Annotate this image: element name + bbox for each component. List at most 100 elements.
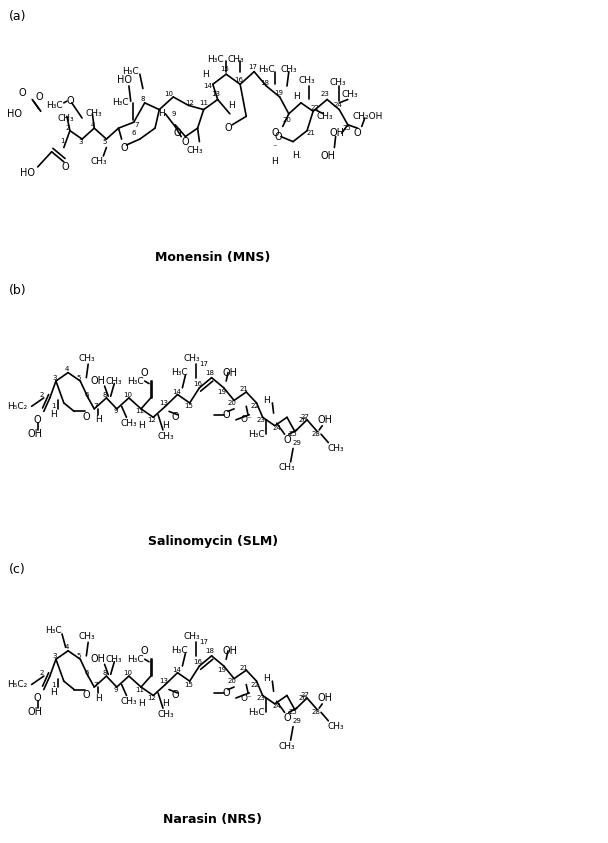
Text: O: O	[182, 137, 189, 147]
Text: 11: 11	[136, 686, 144, 693]
Text: 9: 9	[113, 686, 118, 693]
Text: 9: 9	[171, 110, 176, 117]
Text: O: O	[223, 410, 230, 420]
Text: H: H	[162, 422, 169, 430]
Text: H: H	[293, 93, 300, 101]
Text: 5: 5	[102, 138, 107, 145]
Text: 12: 12	[148, 695, 156, 701]
Text: 8: 8	[140, 96, 145, 103]
Text: 23: 23	[257, 416, 266, 423]
Text: H₃C: H₃C	[171, 368, 188, 377]
Text: OH: OH	[321, 151, 336, 161]
Text: 27: 27	[301, 414, 309, 421]
Text: H₃C: H₃C	[122, 67, 139, 76]
Text: O: O	[83, 690, 90, 701]
Text: H₅C₂: H₅C₂	[7, 680, 27, 689]
Text: 13: 13	[160, 400, 168, 406]
Text: 13: 13	[212, 91, 220, 98]
Text: 21: 21	[307, 130, 316, 137]
Text: CH₃: CH₃	[278, 464, 295, 472]
Text: 19: 19	[274, 89, 283, 96]
Text: 20: 20	[228, 678, 237, 685]
Text: 25: 25	[289, 431, 297, 438]
Text: 2: 2	[39, 391, 44, 398]
Text: H.: H.	[292, 152, 302, 160]
Text: HO: HO	[117, 75, 132, 85]
Text: O: O	[141, 368, 148, 378]
Text: 26: 26	[299, 416, 307, 423]
Text: 24: 24	[333, 102, 342, 109]
Text: 5: 5	[77, 374, 81, 381]
Text: H₃C: H₃C	[126, 377, 143, 385]
Text: 14: 14	[204, 83, 212, 89]
Text: CH₃: CH₃	[280, 65, 297, 73]
Text: H: H	[263, 674, 270, 683]
Text: 22: 22	[251, 403, 260, 410]
Text: CH₃: CH₃	[183, 632, 200, 641]
Text: O: O	[34, 693, 41, 703]
Text: 19: 19	[218, 389, 226, 395]
Text: 15: 15	[184, 403, 193, 410]
Text: O: O	[354, 128, 361, 138]
Text: O: O	[174, 128, 181, 138]
Text: H₃C: H₃C	[46, 101, 63, 110]
Text: CH₃: CH₃	[157, 711, 174, 719]
Text: CH₃: CH₃	[327, 444, 344, 453]
Text: H₃C: H₃C	[171, 647, 188, 655]
Text: 10: 10	[123, 391, 132, 398]
Text: 11: 11	[136, 408, 144, 415]
Text: O: O	[121, 142, 128, 153]
Text: H: H	[227, 101, 235, 110]
Text: H₃C: H₃C	[112, 99, 129, 107]
Text: (a): (a)	[9, 10, 27, 24]
Text: 24: 24	[272, 703, 281, 710]
Text: 7: 7	[134, 121, 139, 128]
Text: 3: 3	[52, 652, 57, 659]
Text: 2: 2	[39, 669, 44, 676]
Text: O: O	[36, 92, 43, 102]
Text: CH₂OH: CH₂OH	[353, 112, 383, 121]
Text: (c): (c)	[9, 562, 26, 576]
Text: 12: 12	[185, 99, 194, 106]
Text: 20: 20	[283, 116, 291, 123]
Text: 4: 4	[64, 644, 69, 651]
Text: OH: OH	[91, 654, 106, 664]
Text: CH₃: CH₃	[120, 697, 137, 706]
Text: 24: 24	[272, 425, 281, 432]
Text: O: O	[171, 690, 179, 701]
Text: HO: HO	[20, 168, 35, 178]
Text: 1: 1	[51, 681, 56, 688]
Text: 12: 12	[148, 416, 156, 423]
Text: CH₃: CH₃	[106, 377, 123, 385]
Text: 5: 5	[77, 652, 81, 659]
Text: Salinomycin (SLM): Salinomycin (SLM)	[148, 534, 278, 548]
Text: CH₃: CH₃	[183, 354, 200, 362]
Text: O: O	[224, 123, 232, 133]
Text: 28: 28	[312, 431, 320, 438]
Text: H: H	[95, 416, 102, 424]
Text: H₃C: H₃C	[248, 708, 265, 717]
Text: H: H	[263, 396, 270, 405]
Text: 17: 17	[199, 639, 208, 646]
Text: 28: 28	[312, 709, 320, 716]
Text: 29: 29	[292, 717, 301, 724]
Text: H₃C: H₃C	[248, 430, 265, 438]
Text: O: O	[171, 412, 179, 422]
Text: H: H	[137, 422, 145, 430]
Text: 14: 14	[172, 667, 181, 674]
Text: 16: 16	[193, 380, 202, 387]
Text: H: H	[162, 700, 169, 708]
Text: CH₃: CH₃	[86, 110, 103, 118]
Text: (b): (b)	[9, 284, 27, 298]
Text: H: H	[50, 411, 57, 419]
Text: 27: 27	[301, 692, 309, 699]
Text: 18: 18	[260, 79, 269, 86]
Text: 15: 15	[184, 681, 193, 688]
Text: 10: 10	[123, 669, 132, 676]
Text: H: H	[137, 700, 145, 708]
Text: 2: 2	[66, 125, 71, 132]
Text: 29: 29	[292, 439, 301, 446]
Text: OH: OH	[28, 429, 43, 439]
Text: 23: 23	[257, 695, 266, 701]
Text: CH₃: CH₃	[186, 146, 203, 154]
